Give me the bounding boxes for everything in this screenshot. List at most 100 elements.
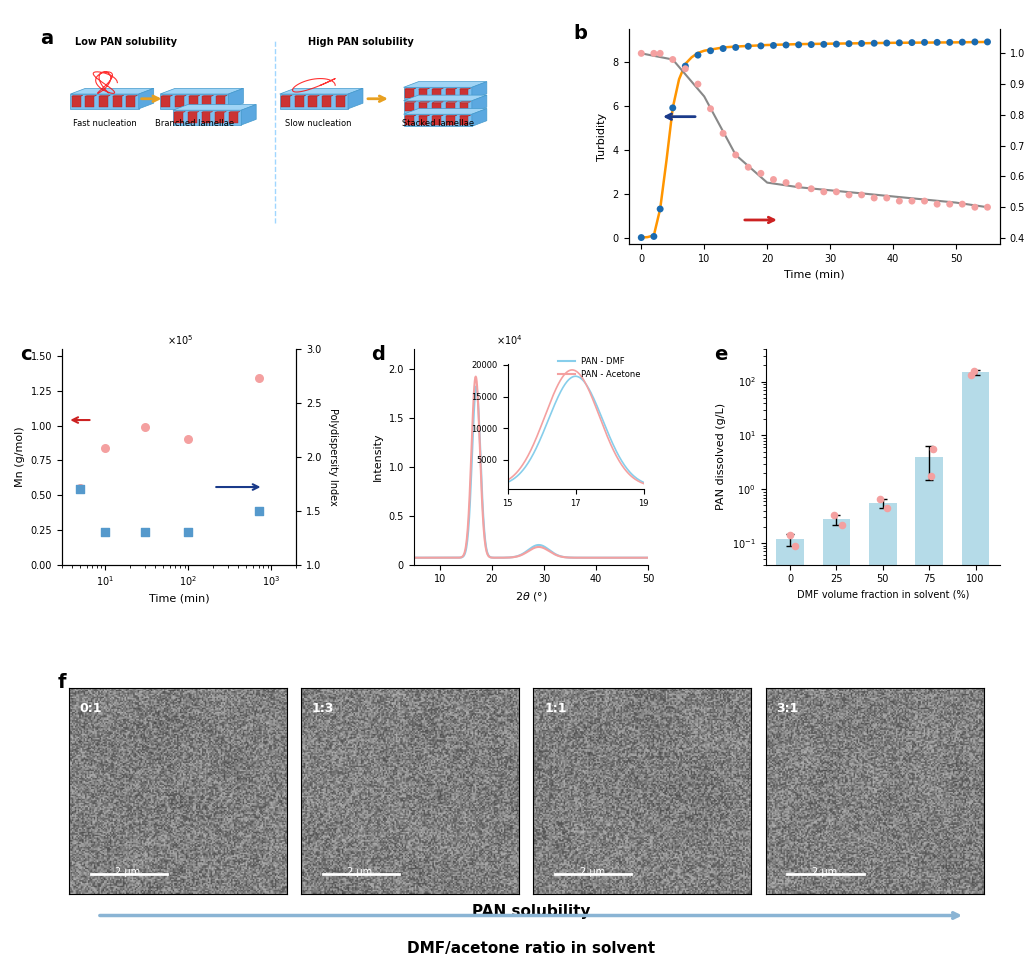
Point — [714, 125, 731, 141]
Point — [777, 175, 794, 191]
Point — [803, 181, 820, 196]
Polygon shape — [403, 95, 487, 101]
Point — [941, 34, 958, 50]
Point — [832, 517, 849, 533]
Point — [929, 34, 945, 50]
Point — [866, 191, 883, 206]
Point — [137, 525, 154, 540]
Y-axis label: Turbidity: Turbidity — [597, 112, 607, 161]
Text: PAN solubility: PAN solubility — [472, 903, 590, 919]
PAN - Acetone — [600, 552, 612, 563]
Polygon shape — [405, 103, 413, 111]
Polygon shape — [127, 96, 135, 106]
Point — [665, 101, 681, 116]
Point — [251, 371, 267, 386]
Text: High PAN solubility: High PAN solubility — [308, 36, 413, 47]
Polygon shape — [279, 94, 348, 109]
Text: $\times 10^5$: $\times 10^5$ — [167, 333, 194, 347]
Point — [914, 442, 931, 457]
X-axis label: 2$\theta$ (°): 2$\theta$ (°) — [514, 590, 547, 603]
Point — [854, 187, 870, 202]
Point — [891, 35, 907, 51]
Point — [740, 160, 757, 175]
Polygon shape — [202, 96, 211, 106]
Text: c: c — [20, 345, 31, 364]
Point — [954, 34, 970, 50]
Point — [954, 196, 970, 212]
PAN - Acetone — [469, 371, 481, 382]
Point — [840, 36, 857, 52]
Point — [180, 432, 197, 447]
Polygon shape — [70, 94, 139, 109]
Polygon shape — [336, 96, 344, 106]
Point — [840, 187, 857, 202]
Polygon shape — [419, 103, 428, 111]
Point — [874, 491, 891, 507]
Polygon shape — [162, 96, 170, 106]
Point — [633, 230, 650, 245]
Y-axis label: Polydispersity Index: Polydispersity Index — [328, 408, 338, 506]
Polygon shape — [405, 116, 413, 125]
Polygon shape — [139, 88, 154, 109]
Point — [927, 468, 943, 483]
Point — [777, 37, 794, 53]
Point — [728, 40, 744, 56]
Polygon shape — [432, 116, 441, 125]
Point — [967, 34, 984, 50]
Polygon shape — [99, 96, 108, 106]
Polygon shape — [229, 112, 238, 123]
Polygon shape — [279, 88, 363, 94]
Polygon shape — [174, 112, 184, 123]
Point — [740, 38, 757, 54]
Point — [97, 440, 113, 455]
Point — [652, 46, 668, 61]
Polygon shape — [215, 112, 224, 123]
Point — [690, 77, 706, 92]
Bar — [776, 538, 804, 958]
Point — [677, 61, 694, 77]
Legend: PAN - DMF, PAN - Acetone: PAN - DMF, PAN - Acetone — [555, 354, 644, 382]
PAN - DMF — [600, 552, 612, 563]
Y-axis label: Intensity: Intensity — [373, 433, 384, 481]
Bar — [962, 372, 990, 958]
PAN - Acetone — [520, 547, 532, 559]
Point — [652, 201, 668, 217]
PAN - Acetone — [637, 552, 650, 563]
Polygon shape — [432, 103, 441, 111]
PAN - DMF — [547, 547, 560, 559]
Point — [979, 34, 996, 50]
Polygon shape — [188, 112, 197, 123]
PAN - Acetone — [547, 548, 560, 559]
Polygon shape — [419, 89, 428, 98]
Y-axis label: PAN dissolved (g/L): PAN dissolved (g/L) — [717, 403, 727, 511]
Polygon shape — [202, 112, 210, 123]
Polygon shape — [281, 96, 290, 106]
Polygon shape — [472, 95, 487, 113]
Polygon shape — [112, 96, 122, 106]
PAN - DMF — [407, 552, 420, 563]
Point — [778, 538, 795, 554]
Polygon shape — [173, 110, 241, 125]
Point — [677, 58, 694, 74]
Text: d: d — [371, 345, 386, 364]
Text: f: f — [57, 673, 66, 693]
Point — [866, 35, 883, 51]
Point — [781, 528, 798, 543]
Text: Fast nucleation: Fast nucleation — [73, 119, 136, 127]
Polygon shape — [403, 81, 487, 87]
Point — [702, 43, 719, 58]
Point — [728, 148, 744, 163]
Point — [180, 525, 197, 540]
Point — [929, 196, 945, 212]
Polygon shape — [460, 116, 468, 125]
X-axis label: Time (min): Time (min) — [148, 594, 209, 604]
Y-axis label: Mn (g/mol): Mn (g/mol) — [15, 426, 25, 488]
PAN - DMF — [470, 380, 483, 392]
Point — [967, 199, 984, 215]
Polygon shape — [189, 96, 198, 106]
PAN - DMF — [535, 539, 547, 551]
Line: PAN - DMF: PAN - DMF — [413, 386, 648, 558]
Point — [753, 38, 769, 54]
Point — [816, 36, 832, 52]
Point — [972, 364, 989, 379]
